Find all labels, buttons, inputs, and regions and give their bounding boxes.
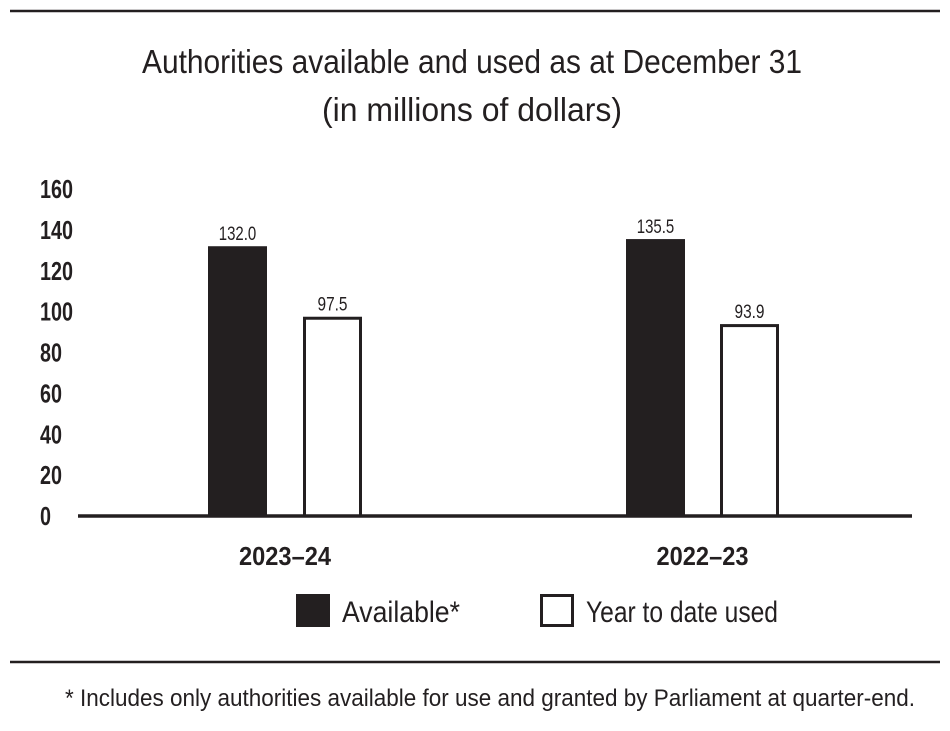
- x-category-label: 2023–24: [239, 541, 331, 571]
- bar-year-to-date-used: [303, 316, 362, 518]
- y-tick-label: 100: [40, 297, 73, 327]
- y-tick-label: 140: [40, 215, 73, 245]
- footnote: * Includes only authorities available fo…: [65, 685, 915, 712]
- legend-label-year-to-date-used: Year to date used: [586, 596, 778, 629]
- y-tick-label: 120: [40, 256, 73, 286]
- bar-year-to-date-used: [720, 324, 779, 518]
- data-label: 135.5: [637, 217, 675, 238]
- bar-available: [208, 246, 267, 516]
- chart-title: Authorities available and used as at Dec…: [142, 43, 802, 80]
- legend-swatch-year-to-date-used: [540, 594, 574, 627]
- data-label: 97.5: [318, 295, 348, 316]
- data-label: 93.9: [735, 302, 765, 323]
- y-tick-label: 160: [40, 174, 73, 204]
- data-label: 132.0: [219, 224, 257, 245]
- bar-available: [626, 239, 685, 516]
- y-tick-label: 20: [40, 460, 62, 490]
- chart-subtitle: (in millions of dollars): [322, 91, 622, 128]
- x-category-label: 2022–23: [657, 541, 749, 571]
- legend-swatch-available: [296, 594, 330, 627]
- y-tick-label: 80: [40, 338, 62, 368]
- legend-label-available: Available*: [342, 596, 460, 629]
- y-tick-label: 40: [40, 419, 62, 449]
- y-tick-label: 60: [40, 378, 62, 408]
- y-tick-label: 0: [40, 501, 51, 531]
